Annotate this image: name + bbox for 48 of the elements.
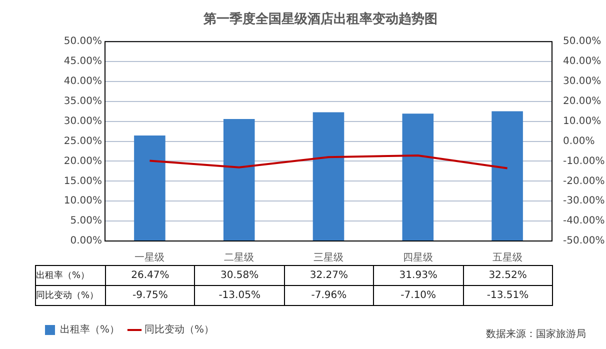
data-label: 30.58% (194, 266, 284, 286)
y2-tick-label: -10.00% (563, 156, 605, 167)
bar (492, 111, 523, 240)
legend-label: 出租率（%） (60, 324, 120, 336)
data-label: -13.51% (463, 286, 552, 306)
x-tick-label: 三星级 (314, 252, 344, 264)
data-label: -9.75% (106, 286, 195, 306)
source-note: 数据来源：国家旅游局 (486, 328, 586, 341)
text: 同比变动（%） (36, 291, 99, 301)
y-tick-label: 10.00% (64, 196, 102, 207)
y-tick-label: 0.00% (70, 236, 102, 247)
y2-tick-label: 10.00% (563, 116, 602, 127)
y2-tick-label: 30.00% (563, 76, 602, 88)
y-tick-label: 40.00% (64, 76, 102, 88)
text: 出租率（%） (36, 271, 90, 281)
x-tick-label: 四星级 (402, 252, 433, 264)
y2-tick-label: -30.00% (563, 196, 605, 207)
data-label: 32.52% (463, 266, 552, 286)
y2-tick-label: 40.00% (563, 56, 602, 68)
chart-title: 第一季度全国星级酒店出租率变动趋势图 (202, 11, 438, 28)
y2-tick-label: 0.00% (563, 136, 595, 147)
y-tick-label: 45.00% (64, 56, 102, 68)
y-tick-label: 25.00% (64, 136, 102, 147)
bar (312, 112, 344, 240)
x-tick-label: 五星级 (492, 252, 522, 264)
data-label: 31.93% (374, 266, 464, 286)
bar (223, 119, 255, 240)
x-tick-label: 二星级 (224, 252, 254, 264)
y-tick-label: 30.00% (64, 116, 102, 127)
y2-tick-label: -50.00% (563, 236, 605, 247)
data-label: 32.27% (284, 266, 374, 286)
legend-label: 同比变动（%） (144, 324, 214, 336)
y-tick-label: 5.00% (70, 216, 102, 227)
bar (402, 114, 434, 240)
y-tick-label: 20.00% (64, 156, 102, 167)
x-tick-label: 一星级 (134, 252, 165, 264)
y2-tick-label: 20.00% (563, 96, 602, 108)
data-label: 26.47% (106, 266, 195, 286)
y-tick-label: 15.00% (64, 176, 102, 187)
bar (134, 135, 166, 240)
data-label: -7.96% (284, 286, 374, 306)
y2-tick-label: -20.00% (563, 176, 605, 187)
y-tick-label: 50.00% (64, 36, 102, 48)
y2-tick-label: -40.00% (563, 216, 605, 227)
data-label: -7.10% (374, 286, 464, 306)
y-tick-label: 35.00% (64, 96, 102, 108)
y2-tick-label: 50.00% (563, 36, 602, 48)
data-label: -13.05% (194, 286, 284, 306)
